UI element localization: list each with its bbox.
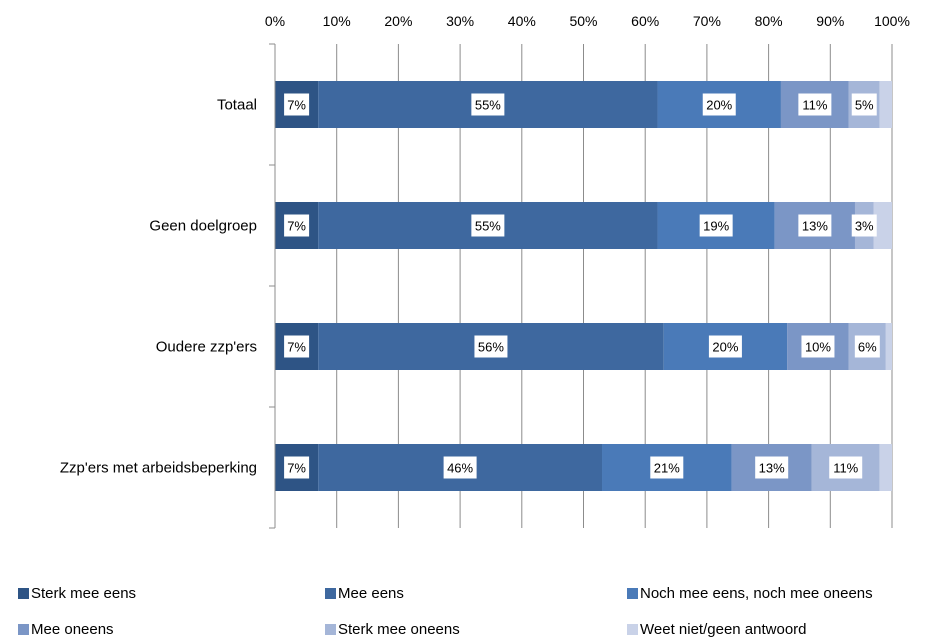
- data-label-box: [708, 335, 742, 358]
- x-tick-label: 70%: [693, 13, 721, 29]
- data-label-box: [471, 93, 505, 116]
- data-label: 7%: [287, 461, 306, 476]
- data-label: 7%: [287, 219, 306, 234]
- bar-segment: [885, 323, 892, 370]
- data-label: 6%: [858, 340, 877, 355]
- data-label-box: [755, 456, 789, 479]
- data-label-box: [284, 214, 310, 237]
- x-tick-label: 60%: [631, 13, 659, 29]
- bar-segment: [879, 81, 892, 128]
- x-tick-label: 50%: [569, 13, 597, 29]
- axes: [269, 43, 276, 529]
- category-label: Geen doelgroep: [149, 218, 257, 235]
- x-tick-label: 40%: [508, 13, 536, 29]
- data-label-box: [851, 214, 877, 237]
- bar-segment: [873, 202, 892, 249]
- x-tick-label: 90%: [816, 13, 844, 29]
- data-label-box: [829, 456, 863, 479]
- data-label: 21%: [654, 461, 680, 476]
- data-label-box: [801, 335, 835, 358]
- data-label-box: [699, 214, 733, 237]
- bar-segment: [879, 444, 892, 491]
- data-label: 46%: [447, 461, 473, 476]
- data-label-box: [284, 93, 310, 116]
- data-label: 19%: [703, 219, 729, 234]
- data-label: 5%: [855, 98, 874, 113]
- data-label: 55%: [475, 98, 501, 113]
- data-label: 7%: [287, 340, 306, 355]
- data-label-box: [798, 93, 832, 116]
- data-label: 13%: [802, 219, 828, 234]
- data-label-box: [851, 93, 877, 116]
- data-label: 13%: [759, 461, 785, 476]
- data-label: 56%: [478, 340, 504, 355]
- data-label-box: [284, 456, 310, 479]
- x-tick-label: 80%: [755, 13, 783, 29]
- x-tick-label: 0%: [265, 13, 285, 29]
- data-label: 20%: [712, 340, 738, 355]
- data-label-box: [471, 214, 505, 237]
- category-label: Zzp'ers met arbeidsbeperking: [60, 460, 257, 477]
- data-label: 3%: [855, 219, 874, 234]
- x-tick-label: 100%: [874, 13, 910, 29]
- data-label: 10%: [805, 340, 831, 355]
- data-label-box: [798, 214, 832, 237]
- x-tick-label: 30%: [446, 13, 474, 29]
- labels: 0% 10% 20% 30% 40% 50% 60% 70% 80% 90% 100% Totaal 7…: [60, 13, 910, 479]
- data-label-box: [443, 456, 477, 479]
- data-label-box: [474, 335, 508, 358]
- data-label: 55%: [475, 219, 501, 234]
- data-label-box: [702, 93, 736, 116]
- data-label: 7%: [287, 98, 306, 113]
- category-label: Oudere zzp'ers: [156, 339, 257, 356]
- data-label-box: [284, 335, 310, 358]
- data-label: 11%: [833, 461, 858, 476]
- x-tick-label: 10%: [323, 13, 351, 29]
- data-label-box: [650, 456, 684, 479]
- x-tick-label: 20%: [384, 13, 412, 29]
- category-label: Totaal: [217, 97, 257, 114]
- data-label: 11%: [802, 98, 827, 113]
- data-label: 20%: [706, 98, 732, 113]
- data-label-box: [854, 335, 880, 358]
